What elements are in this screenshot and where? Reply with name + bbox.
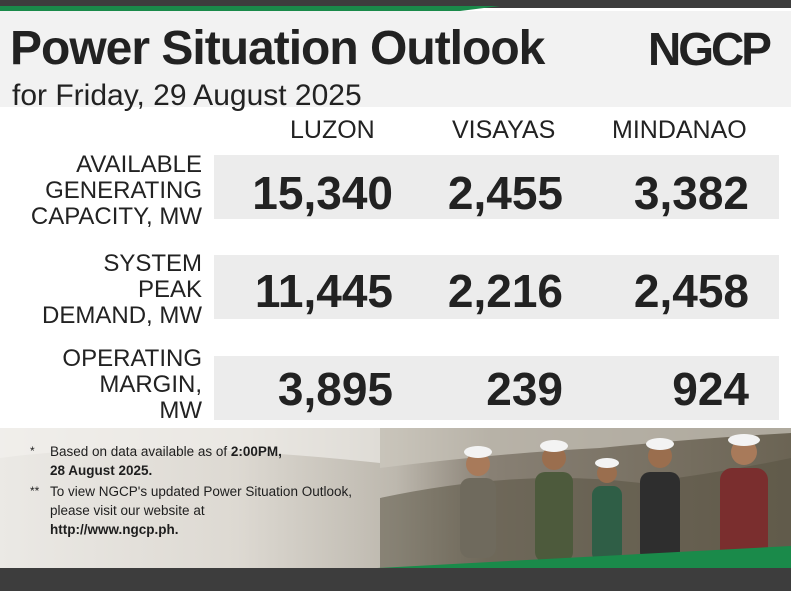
value-visayas-margin: 239 — [486, 363, 563, 415]
page-title: Power Situation Outlook — [10, 22, 545, 75]
row-label-line: MW — [159, 397, 202, 424]
row-label-line: PEAK — [137, 276, 202, 303]
note-text: To view NGCP's updated Power Situation O… — [50, 484, 352, 518]
row-label-capacity: AVAILABLE GENERATING CAPACITY, MW — [4, 152, 202, 230]
worker-figure — [720, 434, 768, 563]
worker-figure — [640, 438, 680, 562]
column-header-mindanao: MINDANAO — [612, 116, 747, 144]
row-background-margin — [214, 356, 779, 420]
row-label-line: SYSTEM — [103, 250, 202, 277]
note-text: Based on data available as of — [50, 444, 231, 459]
ngcp-logo: NGCP — [648, 25, 774, 71]
value-mindanao-capacity: 3,382 — [633, 167, 749, 219]
value-luzon-demand: 11,445 — [254, 265, 393, 317]
note-website: ** To view NGCP's updated Power Situatio… — [30, 482, 380, 539]
value-visayas-capacity: 2,455 — [447, 167, 563, 219]
bottom-bar — [0, 568, 791, 591]
row-label-line: DEMAND, MW — [42, 302, 202, 329]
top-bar — [0, 0, 791, 8]
header-band: Power Situation Outlook for Friday, 29 A… — [0, 11, 791, 111]
row-label-line: MARGIN, — [99, 371, 202, 398]
row-label-line: CAPACITY, MW — [30, 203, 202, 230]
row-label-line: OPERATING — [62, 345, 202, 372]
footer-photo-band: * Based on data available as of 2:00PM, … — [0, 428, 791, 568]
worker-figure — [535, 440, 573, 562]
value-luzon-capacity: 15,340 — [252, 167, 393, 219]
top-accent-stripe — [0, 6, 500, 11]
note-data-source: * Based on data available as of 2:00PM, … — [30, 442, 380, 480]
column-header-luzon: LUZON — [290, 116, 375, 144]
note-date: 28 August 2025. — [50, 463, 153, 478]
value-mindanao-demand: 2,458 — [633, 265, 749, 317]
page-subtitle: for Friday, 29 August 2025 — [12, 79, 362, 112]
footer-notes: * Based on data available as of 2:00PM, … — [30, 442, 380, 541]
note-double-asterisk: ** — [30, 484, 40, 498]
row-label-margin: OPERATING MARGIN, MW — [4, 346, 202, 424]
row-label-line: AVAILABLE — [76, 151, 202, 178]
ngcp-logo-text: NGCP — [648, 25, 771, 71]
note-asterisk: * — [30, 444, 35, 458]
column-header-visayas: VISAYAS — [452, 116, 556, 144]
row-background-capacity — [214, 155, 779, 219]
row-background-demand — [214, 255, 779, 319]
note-time: 2:00PM, — [230, 444, 282, 459]
worker-figure — [592, 458, 622, 562]
worker-figure — [460, 446, 496, 558]
value-visayas-demand: 2,216 — [447, 265, 563, 317]
row-label-demand: SYSTEM PEAK DEMAND, MW — [4, 251, 202, 329]
value-mindanao-margin: 924 — [672, 363, 749, 415]
website-link[interactable]: http://www.ngcp.ph. — [50, 522, 179, 537]
row-label-line: GENERATING — [45, 177, 202, 204]
value-luzon-margin: 3,895 — [277, 363, 393, 415]
workers-photo-illustration — [0, 428, 791, 568]
